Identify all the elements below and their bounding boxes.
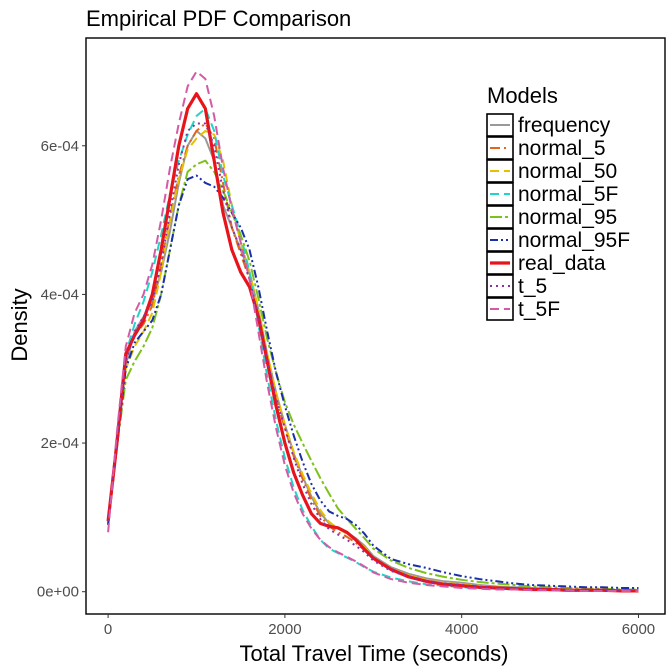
legend-label: frequency bbox=[518, 114, 611, 137]
series-line-t-5F bbox=[107, 70, 639, 592]
legend-item-normal-50: normal_50 bbox=[486, 159, 617, 183]
legend-label: real_data bbox=[518, 252, 606, 275]
legend-item-normal-95F: normal_95F bbox=[486, 228, 630, 252]
y-axis-title: Density bbox=[7, 288, 32, 361]
y-tick-label: 2e-04 bbox=[41, 435, 79, 452]
legend-label: normal_5F bbox=[518, 183, 618, 206]
legend-title: Models bbox=[487, 83, 558, 108]
x-tick-label: 6000 bbox=[622, 621, 655, 638]
x-tick-label: 0 bbox=[104, 621, 112, 638]
x-axis-title: Total Travel Time (seconds) bbox=[240, 641, 509, 666]
series-line-normal-95 bbox=[107, 159, 639, 591]
y-tick-label: 4e-04 bbox=[41, 286, 79, 303]
plot-area bbox=[106, 70, 639, 593]
legend-key-box bbox=[486, 159, 514, 183]
legend-label: normal_5 bbox=[518, 137, 606, 160]
legend-key-box bbox=[486, 297, 514, 321]
legend: Models frequencynormal_5normal_50normal_… bbox=[486, 83, 630, 321]
legend-item-t-5: t_5 bbox=[486, 274, 547, 298]
x-tick-label: 4000 bbox=[445, 621, 478, 638]
y-tick-label: 6e-04 bbox=[41, 138, 79, 155]
y-tick-label: 0e+00 bbox=[37, 584, 79, 601]
legend-item-frequency: frequency bbox=[486, 113, 611, 137]
legend-key-box bbox=[486, 182, 514, 206]
series-line-t-5 bbox=[107, 122, 639, 592]
legend-key-box bbox=[486, 228, 514, 252]
legend-label: normal_95F bbox=[518, 229, 630, 252]
legend-item-normal-5: normal_5 bbox=[486, 136, 606, 160]
legend-label: t_5F bbox=[518, 298, 560, 321]
legend-entries: frequencynormal_5normal_50normal_5Fnorma… bbox=[486, 113, 630, 321]
chart-title: Empirical PDF Comparison bbox=[86, 6, 351, 31]
legend-label: normal_50 bbox=[518, 160, 617, 183]
legend-item-t-5F: t_5F bbox=[486, 297, 560, 321]
legend-item-normal-95: normal_95 bbox=[486, 205, 617, 229]
legend-item-normal-5F: normal_5F bbox=[486, 182, 618, 206]
panel-border bbox=[85, 37, 666, 615]
legend-label: normal_95 bbox=[518, 206, 617, 229]
axes-layer: 0 2000 4000 6000 0e+00 2e-04 4e-04 6e-04 bbox=[37, 37, 666, 638]
legend-item-real-data: real_data bbox=[486, 251, 606, 275]
x-tick-label: 2000 bbox=[268, 621, 301, 638]
legend-key-box bbox=[486, 274, 514, 298]
legend-label: t_5 bbox=[518, 275, 547, 298]
